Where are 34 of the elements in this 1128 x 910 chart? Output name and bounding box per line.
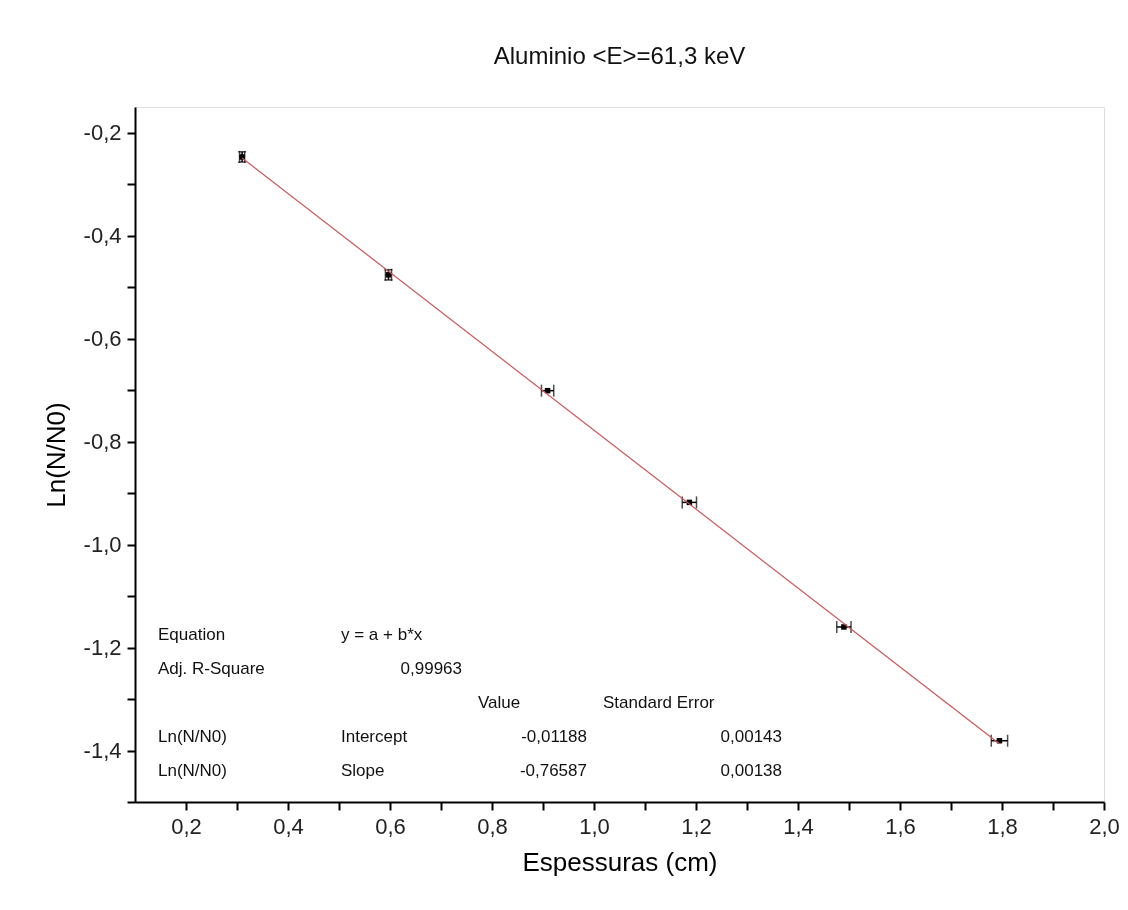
y-tick-label: -1,2 <box>83 635 122 661</box>
x-tick-label: 1,2 <box>681 813 712 839</box>
annotation: Standard Error <box>603 693 715 712</box>
x-tick-label: 2,0 <box>1089 813 1120 839</box>
y-tick-label: -0,6 <box>83 326 122 352</box>
annotation: Intercept <box>341 727 408 746</box>
y-tick-label: -0,8 <box>83 429 122 455</box>
x-tick-label: 1,0 <box>579 813 610 839</box>
x-tick-label: 0,4 <box>273 813 304 839</box>
annotation: Value <box>478 693 521 712</box>
annotation: 0,99963 <box>400 659 462 678</box>
annotation: Ln(N/N0) <box>158 761 227 780</box>
y-axis-title: Ln(N/N0) <box>40 402 71 508</box>
chart-title: Aluminio <E>=61,3 keV <box>493 42 746 69</box>
y-tick-label: -0,4 <box>83 223 122 249</box>
x-axis-title: Espessuras (cm) <box>522 846 718 877</box>
annotation: Ln(N/N0) <box>158 727 227 746</box>
annotation: Adj. R-Square <box>158 659 265 678</box>
x-tick-label: 1,4 <box>783 813 814 839</box>
x-tick-label: 0,8 <box>477 813 508 839</box>
annotation: y = a + b*x <box>341 625 423 644</box>
y-tick-label: -0,2 <box>83 120 122 146</box>
y-tick-label: -1,4 <box>83 738 122 764</box>
annotation: Equation <box>158 625 226 644</box>
x-tick-label: 0,2 <box>171 813 202 839</box>
x-tick-label: 0,6 <box>375 813 406 839</box>
y-tick-label: -1,0 <box>83 532 122 558</box>
x-tick-label: 1,6 <box>885 813 916 839</box>
annotation: -0,01188 <box>521 727 587 746</box>
annotation: 0,00138 <box>720 761 782 780</box>
annotation: Slope <box>341 761 385 780</box>
annotation: 0,00143 <box>720 727 782 746</box>
annotation: -0,76587 <box>519 761 587 780</box>
x-tick-label: 1,8 <box>987 813 1018 839</box>
